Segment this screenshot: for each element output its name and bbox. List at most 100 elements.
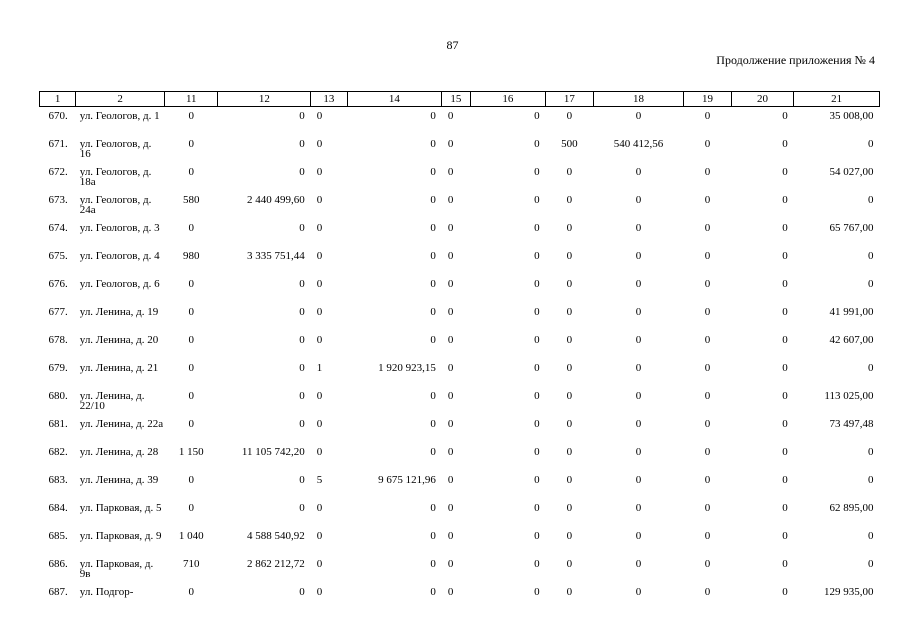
cell-text: 0 [299, 418, 305, 430]
value-cell: 0 [593, 331, 684, 359]
value-cell: 0 [442, 499, 470, 527]
value-cell: 0 [470, 471, 546, 499]
cell-text: 73 497,48 [829, 418, 874, 430]
value-cell: 3 335 751,44 [218, 247, 311, 275]
value-cell: 0 [546, 499, 593, 527]
address-cell: ул. Парковая, д. 9 [76, 527, 165, 555]
value-cell: 0 [470, 303, 546, 331]
value-cell: 0 [794, 359, 880, 387]
value-cell: 0 [347, 163, 442, 191]
cell-text: 0 [316, 446, 323, 458]
value-cell: 0 [684, 359, 731, 387]
cell-text: 675. [48, 250, 68, 262]
value-cell: 0 [218, 331, 311, 359]
value-cell: 0 [442, 135, 470, 163]
column-header: 14 [346, 91, 443, 107]
value-cell: 0 [593, 219, 684, 247]
cell-text: 0 [782, 166, 788, 178]
table-row: 682. ул. Ленина, д. 28 1 150 11 105 742,20 0… [40, 443, 880, 471]
cell-text: 540 412,56 [613, 138, 664, 150]
value-cell: 0 [347, 583, 442, 611]
value-cell: 0 [470, 443, 546, 471]
cell-text: 0 [566, 362, 573, 374]
page-number: 87 [446, 38, 459, 52]
value-cell: 0 [347, 387, 442, 415]
column-header: 1 [38, 91, 77, 107]
cell-text: 0 [566, 390, 573, 402]
cell-text: 0 [316, 334, 323, 346]
value-cell: 0 [165, 219, 218, 247]
value-cell: 0 [165, 359, 218, 387]
cell-text: 0 [635, 530, 642, 542]
table-row: 677. ул. Ленина, д. 19 0 0 0 0 0 0 0 0 0 0 41 991,00 [40, 303, 880, 331]
value-cell: 0 [794, 555, 880, 583]
cell-text: 0 [534, 586, 540, 598]
value-cell: 0 [311, 135, 347, 163]
value-cell: 0 [684, 191, 731, 219]
row-number-cell: 686. [40, 555, 76, 583]
cell-text: 0 [447, 222, 454, 234]
cell-text: 0 [704, 446, 711, 458]
row-number-cell: 675. [40, 247, 76, 275]
cell-text: 5 [316, 474, 323, 486]
cell-text: 676. [48, 278, 68, 290]
cell-text: 0 [635, 110, 642, 122]
value-cell: 0 [593, 527, 684, 555]
value-cell: 0 [593, 415, 684, 443]
value-cell: 0 [731, 583, 794, 611]
value-cell: 0 [311, 107, 347, 136]
cell-text: 0 [704, 390, 711, 402]
cell-text: 0 [447, 446, 454, 458]
value-cell: 0 [794, 443, 880, 471]
table-row: 672. ул. Геологов, д. 18а 0 0 0 0 0 0 0 0 0 0 54 027… [40, 163, 880, 191]
cell-text: ул. Геологов, д. 3 [79, 222, 160, 234]
cell-text: 670. [48, 110, 68, 122]
value-cell: 0 [470, 415, 546, 443]
cell-text: 0 [534, 474, 540, 486]
cell-text: 671. [48, 138, 68, 150]
value-cell: 0 [165, 303, 218, 331]
value-cell: 0 [218, 163, 311, 191]
cell-text: 0 [447, 306, 454, 318]
value-cell: 0 [731, 163, 794, 191]
value-cell: 0 [218, 219, 311, 247]
table-row: 678. ул. Ленина, д. 20 0 0 0 0 0 0 0 0 0 0 42 607,00 [40, 331, 880, 359]
value-cell: 0 [218, 499, 311, 527]
cell-text: 0 [430, 586, 436, 598]
cell-text: 0 [447, 390, 454, 402]
cell-text: ул. Ленина, д. 22/10 [79, 390, 145, 412]
value-cell: 42 607,00 [794, 331, 880, 359]
cell-text: 0 [430, 418, 436, 430]
value-cell: 0 [546, 247, 593, 275]
value-cell: 0 [442, 443, 470, 471]
value-cell: 0 [794, 471, 880, 499]
value-cell: 0 [218, 107, 311, 136]
cell-text: 0 [704, 558, 711, 570]
cell-text: 687. [48, 586, 68, 598]
value-cell: 0 [731, 471, 794, 499]
value-cell: 0 [731, 135, 794, 163]
value-cell: 0 [684, 331, 731, 359]
table-row: 675. ул. Геологов, д. 4 980 3 335 751,44 0 0 0… [40, 247, 880, 275]
cell-text: 0 [704, 306, 711, 318]
cell-text: 678. [48, 334, 68, 346]
cell-text: 0 [430, 558, 436, 570]
cell-text: 0 [447, 250, 454, 262]
value-cell: 0 [593, 275, 684, 303]
cell-text: ул. Парковая, д. 9 [79, 530, 162, 542]
cell-text: 0 [868, 138, 874, 150]
value-cell: 0 [731, 415, 794, 443]
cell-text: 0 [316, 558, 323, 570]
table-row: 673. ул. Геологов, д. 24а 580 2 440 499,60 0… [40, 191, 880, 219]
cell-text: 0 [447, 530, 454, 542]
value-cell: 0 [442, 331, 470, 359]
cell-text: 0 [566, 558, 573, 570]
value-cell: 0 [442, 303, 470, 331]
table-row: 683. ул. Ленина, д. 39 0 0 5 9 675 121,96 0 0 0 0… [40, 471, 880, 499]
cell-text: 129 935,00 [824, 586, 874, 598]
cell-text: 684. [48, 502, 68, 514]
value-cell: 2 862 212,72 [218, 555, 311, 583]
value-cell: 0 [731, 555, 794, 583]
cell-text: 0 [704, 138, 711, 150]
